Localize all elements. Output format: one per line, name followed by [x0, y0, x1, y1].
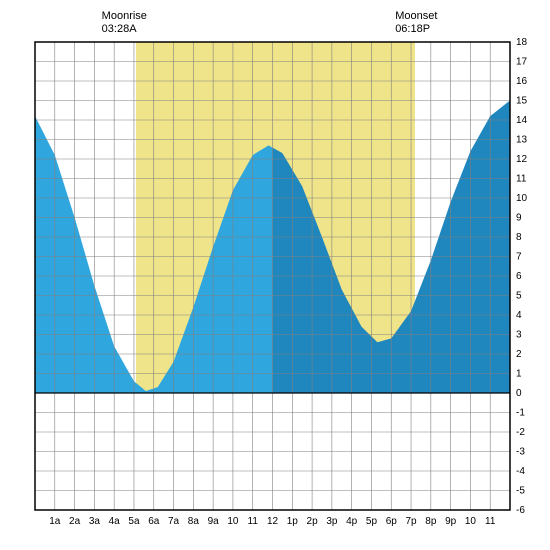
x-tick-label: 3p [326, 516, 338, 527]
x-tick-label: 5p [366, 516, 378, 527]
x-tick-label: 3a [89, 516, 101, 527]
x-tick-label: 6a [148, 516, 160, 527]
x-tick-label: 11 [485, 516, 496, 527]
y-tick-label: 4 [516, 310, 522, 321]
y-tick-label: -2 [516, 427, 525, 438]
moonset-title: Moonset [395, 10, 437, 23]
x-tick-label: 4p [346, 516, 358, 527]
y-tick-label: -5 [516, 486, 525, 497]
x-tick-label: 4a [109, 516, 121, 527]
y-tick-label: -6 [516, 505, 525, 516]
y-tick-label: -3 [516, 447, 525, 458]
y-tick-label: 8 [516, 232, 522, 243]
x-tick-label: 9p [445, 516, 457, 527]
y-tick-label: 5 [516, 291, 522, 302]
x-axis-labels: 1a 2a 3a 4a 5a 6a 7a 8a 9a 10 11 12 1p 2p 3p 4p 5p 6p 7p 8p… [49, 516, 496, 527]
x-tick-label: 12 [267, 516, 279, 527]
y-tick-label: 12 [516, 154, 528, 165]
x-tick-label: 11 [248, 516, 259, 527]
y-tick-label: 14 [516, 115, 528, 126]
x-tick-label: 10 [465, 516, 477, 527]
moonset-time: 06:18P [395, 23, 437, 36]
y-tick-label: 1 [516, 369, 522, 380]
y-tick-label: 3 [516, 330, 522, 341]
x-tick-label: 7p [405, 516, 417, 527]
chart-canvas: -6-5-4-3-2-10123456789101112131415161718… [0, 0, 550, 550]
x-tick-label: 8a [188, 516, 200, 527]
moonrise-title: Moonrise [102, 10, 147, 23]
y-tick-label: 17 [516, 57, 528, 68]
y-tick-label: 18 [516, 37, 528, 48]
x-tick-label: 8p [425, 516, 437, 527]
y-tick-label: 6 [516, 271, 522, 282]
y-tick-label: 13 [516, 135, 528, 146]
y-tick-label: 2 [516, 349, 522, 360]
x-tick-label: 2a [69, 516, 81, 527]
moonrise-label: Moonrise03:28A [102, 10, 147, 36]
x-tick-label: 1p [287, 516, 299, 527]
y-tick-label: -4 [516, 466, 525, 477]
x-tick-label: 7a [168, 516, 180, 527]
x-tick-label: 5a [128, 516, 140, 527]
y-tick-label: 9 [516, 213, 522, 224]
y-tick-label: -1 [516, 408, 525, 419]
y-tick-label: 11 [516, 174, 527, 185]
y-tick-label: 7 [516, 252, 522, 263]
x-tick-label: 6p [386, 516, 398, 527]
x-tick-label: 2p [307, 516, 319, 527]
y-tick-label: 10 [516, 193, 528, 204]
x-tick-label: 9a [208, 516, 220, 527]
y-tick-label: 0 [516, 388, 522, 399]
y-tick-label: 16 [516, 76, 528, 87]
moonrise-time: 03:28A [102, 23, 147, 36]
tide-chart: -6-5-4-3-2-10123456789101112131415161718… [0, 0, 550, 550]
y-tick-label: 15 [516, 96, 528, 107]
moonset-label: Moonset06:18P [395, 10, 437, 36]
x-tick-label: 1a [49, 516, 61, 527]
x-tick-label: 10 [227, 516, 239, 527]
